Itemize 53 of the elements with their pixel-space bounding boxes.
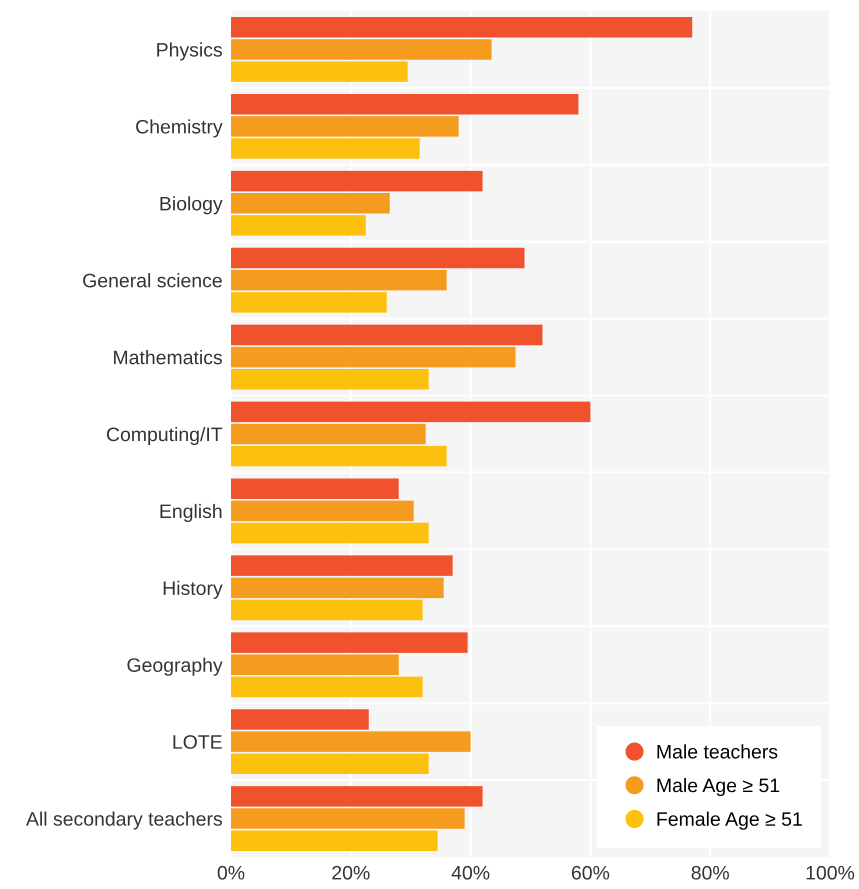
bar <box>231 368 429 390</box>
bar <box>231 248 525 268</box>
bar <box>231 402 590 422</box>
bar <box>231 600 423 620</box>
bar <box>231 632 468 653</box>
bar <box>231 193 390 214</box>
bar <box>231 731 471 752</box>
bar <box>231 138 420 159</box>
bar <box>231 170 483 192</box>
bar <box>231 578 444 598</box>
bar <box>231 292 387 313</box>
bar <box>231 270 447 290</box>
y-tick-label: Computing/IT <box>106 426 222 446</box>
x-tick-label: 0% <box>218 866 244 880</box>
y-tick-label: All secondary teachers <box>26 812 222 830</box>
y-tick-label: Chemistry <box>136 119 223 138</box>
x-tick-label: 60% <box>572 866 610 880</box>
bar <box>231 754 429 774</box>
y-tick-label: Mathematics <box>114 350 222 364</box>
bar <box>231 709 369 730</box>
bar <box>231 808 465 829</box>
bar <box>231 424 426 444</box>
bar <box>231 500 414 522</box>
bar <box>231 446 447 466</box>
y-tick-label: Biology <box>160 196 223 214</box>
bar <box>231 346 516 368</box>
bar <box>231 94 578 114</box>
x-tick-label: 100% <box>806 866 854 880</box>
bar <box>231 61 408 82</box>
bar <box>231 39 492 60</box>
bar <box>231 654 399 675</box>
x-tick-label: 20% <box>332 866 370 880</box>
y-tick-label: English <box>160 504 222 522</box>
bar <box>231 676 423 698</box>
bar <box>231 116 459 137</box>
y-tick-label: History <box>164 580 223 599</box>
bar <box>231 830 438 851</box>
legend-label: Male Age ≥ 51 <box>658 778 780 796</box>
x-tick-label: 40% <box>452 866 490 880</box>
bar <box>231 215 366 236</box>
bar <box>231 555 453 576</box>
bar <box>231 478 399 500</box>
bar <box>231 17 692 38</box>
x-tick-label: 80% <box>692 866 729 880</box>
bar <box>231 324 542 346</box>
legend-label: Male teachers <box>658 744 778 759</box>
y-tick-label: General science <box>83 273 222 288</box>
bar <box>231 786 483 807</box>
legend-label: Female Age ≥ 51 <box>658 812 802 830</box>
bar <box>231 522 429 544</box>
y-tick-label: Physics <box>157 42 222 61</box>
y-tick-label: Geography <box>127 658 223 676</box>
y-tick-label: LOTE <box>173 735 222 749</box>
